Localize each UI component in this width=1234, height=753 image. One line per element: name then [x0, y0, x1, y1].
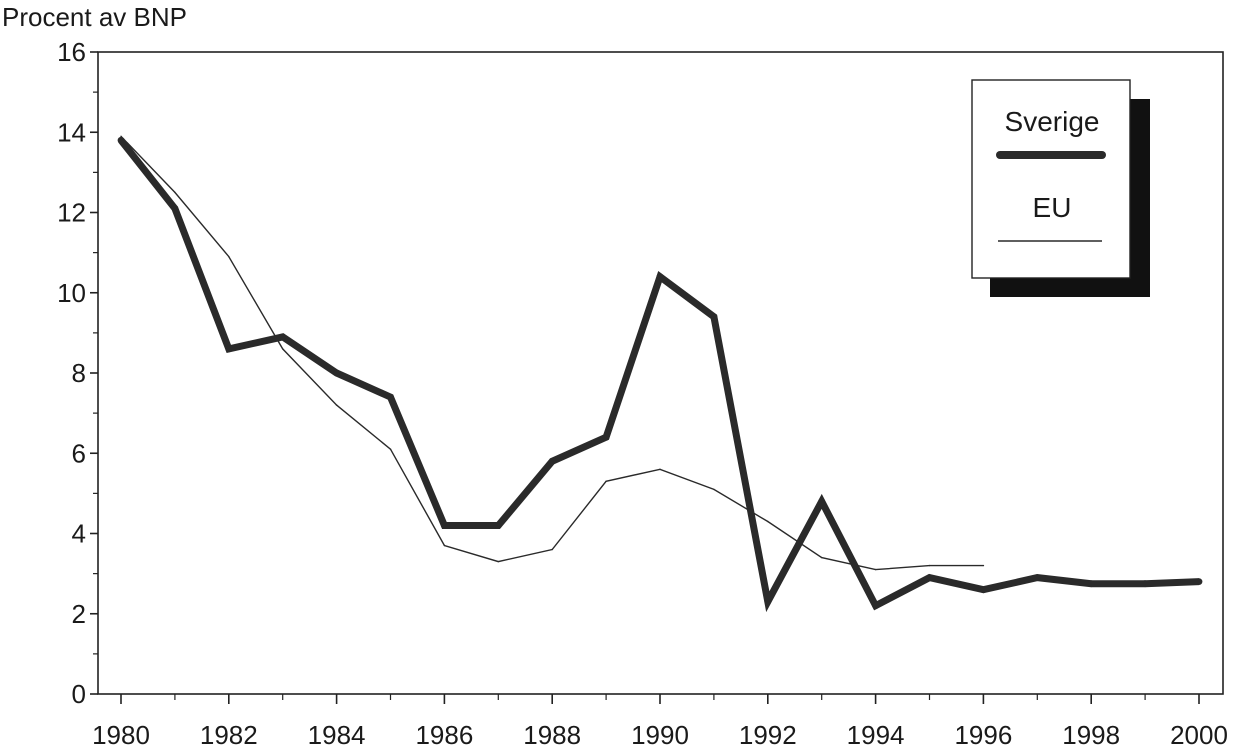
x-tick-label: 1994 — [847, 720, 905, 750]
data-point-sverige — [441, 522, 448, 529]
x-tick-label: 1984 — [308, 720, 366, 750]
data-point-sverige — [872, 602, 879, 610]
data-point-eu — [120, 135, 122, 137]
data-point-sverige — [1033, 574, 1041, 581]
y-tick-label: 10 — [57, 278, 86, 308]
data-point-sverige — [171, 205, 179, 212]
y-tick-label: 12 — [57, 198, 86, 228]
y-tick-label: 14 — [57, 117, 86, 147]
y-tick-label: 8 — [72, 358, 86, 388]
data-point-sverige — [764, 598, 772, 606]
x-tick-label: 1986 — [415, 720, 473, 750]
y-tick-label: 4 — [72, 519, 86, 549]
data-point-sverige — [818, 498, 826, 505]
data-point-eu — [551, 548, 553, 551]
data-point-eu — [713, 488, 715, 491]
data-point-eu — [605, 480, 607, 482]
data-point-eu — [335, 404, 338, 406]
y-tick-label: 2 — [72, 599, 86, 629]
x-tick-label: 1992 — [739, 720, 797, 750]
data-point-sverige — [926, 574, 933, 581]
data-point-eu — [174, 191, 176, 194]
data-point-eu — [659, 468, 661, 470]
legend-label-sverige: Sverige — [1005, 106, 1100, 137]
x-axis: 1980 1982 1984 1986 1988 1990 1992 1994 1996 1998… — [92, 694, 1228, 750]
y-tick-label: 16 — [57, 37, 86, 67]
x-tick-label: 1988 — [523, 720, 581, 750]
y-tick-label: 6 — [72, 438, 86, 468]
data-point-eu — [982, 564, 985, 567]
data-point-sverige — [387, 393, 394, 401]
data-point-eu — [874, 568, 877, 571]
legend-label-eu: EU — [1033, 192, 1072, 223]
series-line-eu — [120, 135, 984, 571]
y-axis-label: Procent av BNP — [2, 2, 187, 32]
data-point-eu — [928, 564, 931, 567]
data-point-eu — [821, 556, 823, 559]
data-point-sverige — [494, 522, 502, 529]
x-tick-label: 2000 — [1170, 720, 1228, 750]
data-point-sverige — [1087, 580, 1095, 588]
x-tick-label: 1980 — [92, 720, 150, 750]
data-point-sverige — [980, 586, 987, 594]
data-point-sverige — [710, 313, 718, 321]
legend: Sverige EU — [971, 79, 1150, 297]
data-point-sverige — [1141, 580, 1149, 588]
y-axis: 0 2 4 6 8 10 12 14 16 — [57, 37, 98, 709]
data-point-sverige — [279, 333, 287, 341]
x-tick-label: 1990 — [631, 720, 689, 750]
data-point-sverige — [548, 457, 556, 465]
data-point-sverige — [1195, 578, 1203, 585]
data-point-eu — [228, 255, 230, 258]
data-point-eu — [497, 560, 499, 563]
data-point-eu — [282, 348, 284, 350]
data-point-sverige — [117, 136, 125, 144]
data-point-eu — [767, 520, 769, 523]
data-point-sverige — [602, 433, 610, 441]
data-point-eu — [443, 544, 446, 547]
data-point-sverige — [225, 345, 233, 353]
y-tick-label: 0 — [72, 679, 86, 709]
data-point-eu — [389, 448, 392, 450]
x-tick-label: 1996 — [954, 720, 1012, 750]
data-point-sverige — [333, 369, 340, 377]
data-point-sverige — [656, 273, 664, 281]
x-tick-label: 1998 — [1062, 720, 1120, 750]
legend-box — [971, 79, 1131, 279]
series-layer — [117, 135, 1203, 613]
x-tick-label: 1982 — [200, 720, 258, 750]
